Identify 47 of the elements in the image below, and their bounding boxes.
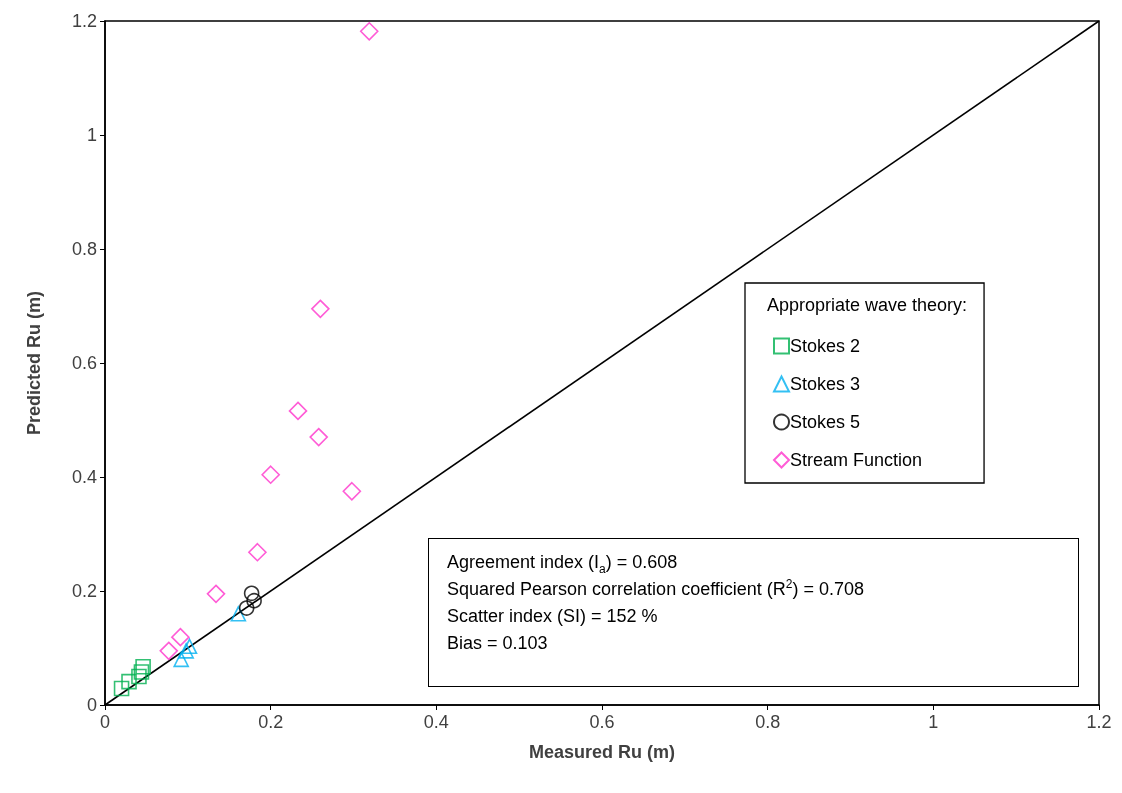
x-tick-label: 1 [928,712,939,732]
x-tick-label: 0.4 [423,712,449,732]
y-tick-label: 0.8 [71,239,97,259]
point [288,401,308,421]
y-tick-label: 0.4 [71,467,97,487]
y-tick-label: 1 [86,125,97,145]
point [178,643,194,659]
point [359,21,379,41]
annotation: Squared Pearson correlation coefficient (R$^{2}$) = 0.708 [447,576,866,601]
point [121,673,137,690]
x-tick-label: 0.2 [258,712,284,732]
point [243,585,260,602]
annotation: Agreement index (I$_{a}$) = 0.608 [447,551,679,576]
point [342,481,362,501]
x-tick-label: 1.2 [1086,712,1112,732]
point [311,299,330,319]
point [206,584,226,604]
point [133,664,150,680]
legend-title: Appropriate wave theory: [767,295,968,315]
x-tick-label: 0.6 [589,712,615,732]
y-tick-label: 0 [86,695,97,715]
point [238,600,255,616]
legend-label: Stokes 3 [790,374,861,394]
legend-label: Stokes 5 [790,412,861,432]
x-tick-label: 0.8 [755,712,781,732]
point [131,668,147,685]
y-tick-label: 1.2 [71,11,97,31]
legend-label: Stokes 2 [790,336,861,356]
point [248,542,267,562]
x-axis-title: Measured Ru (m) [528,742,676,762]
point [261,465,280,485]
x-tick-label: 0 [99,712,111,732]
annotation: Bias = 0.103 [447,632,549,655]
y-tick-label: 0.6 [71,353,97,373]
point [113,680,130,697]
legend-label: Stream Function [790,450,923,470]
y-axis-title: Predicted Ru (m) [24,290,44,436]
point [309,427,329,447]
point [135,659,151,675]
point [246,592,262,609]
point [230,606,247,622]
annotation: Scatter index (SI) = 152 % [447,605,659,628]
point [171,627,190,647]
point [181,638,198,655]
y-tick-label: 0.2 [71,581,97,601]
point [159,641,179,661]
point [173,651,190,668]
